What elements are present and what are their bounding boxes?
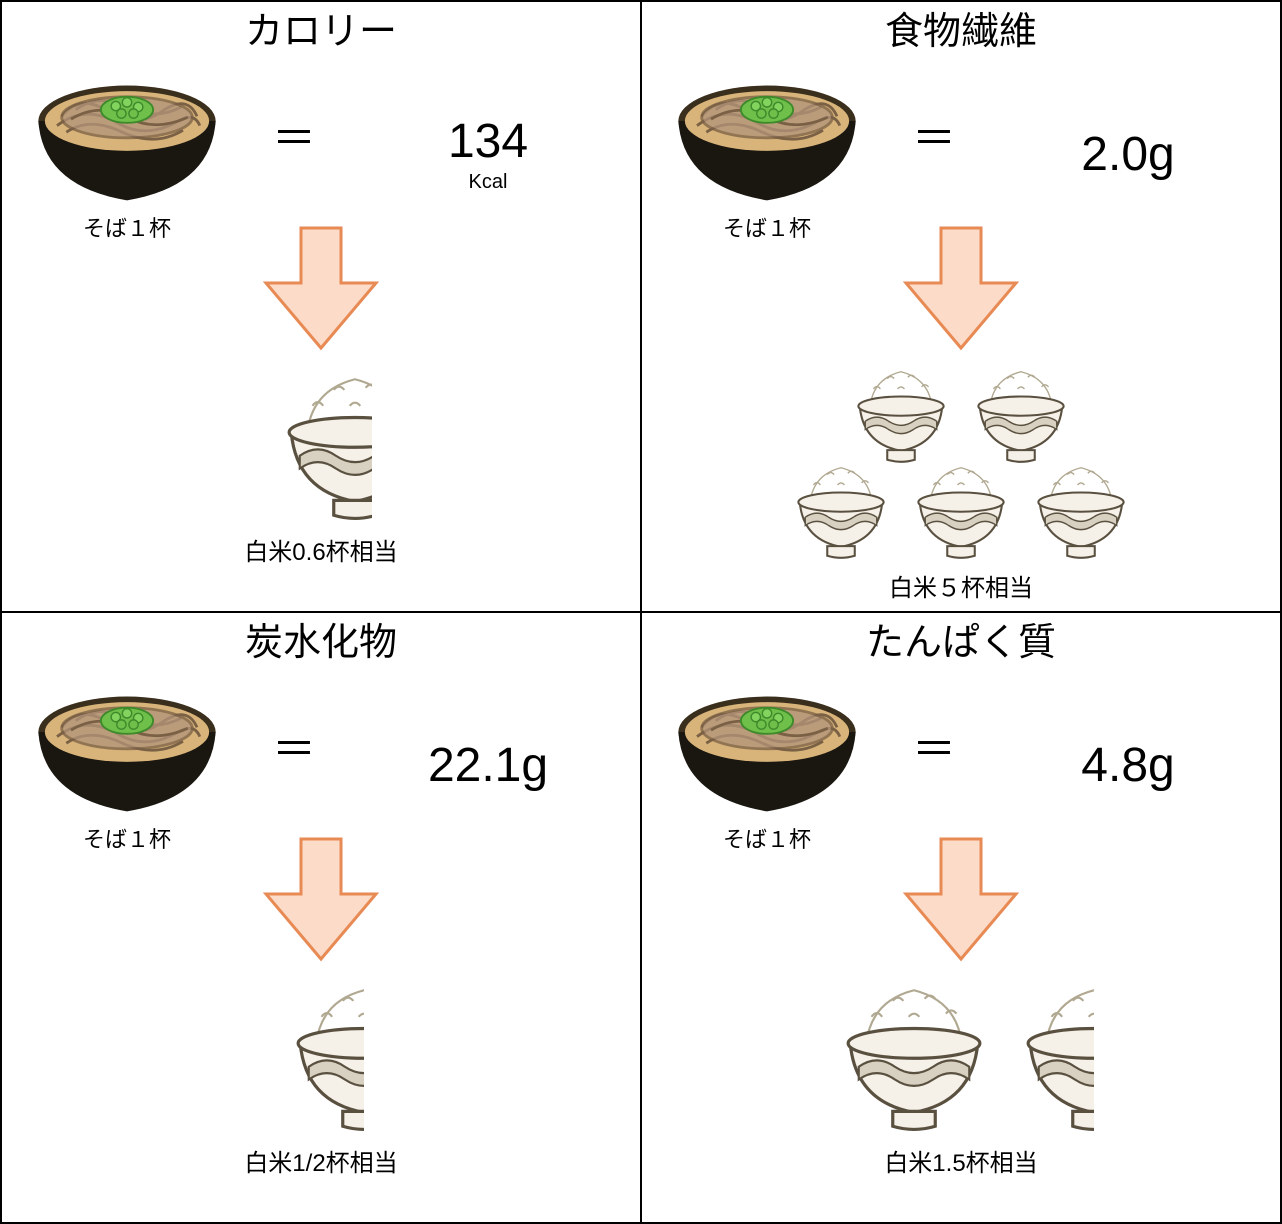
soba-block: そば１杯 bbox=[672, 676, 862, 854]
rice-bowl-icon bbox=[1009, 969, 1094, 1139]
soba-bowl-icon bbox=[672, 65, 862, 205]
value-text: 134 bbox=[448, 114, 528, 169]
panel-calorie: カロリー そば１杯 ＝ 134 Kcal 白米0.6杯相当 bbox=[1, 1, 641, 612]
rice-equiv-area: 白米1.5杯相当 bbox=[642, 969, 1280, 1178]
down-arrow-icon bbox=[901, 223, 1021, 353]
rice-bowl-icon bbox=[270, 358, 372, 528]
panel-title: 食物繊維 bbox=[642, 0, 1280, 55]
rice-equiv-area: 白米５杯相当 bbox=[642, 358, 1280, 603]
rice-equiv-label: 白米1/2杯相当 bbox=[244, 1143, 397, 1178]
rice-bowl-icon bbox=[846, 358, 956, 468]
value-text: 2.0g bbox=[1081, 127, 1174, 182]
value-text: 22.1g bbox=[428, 738, 548, 793]
down-arrow-icon bbox=[261, 223, 381, 353]
soba-block: そば１杯 bbox=[32, 676, 222, 854]
rice-equiv-label: 白米５杯相当 bbox=[889, 568, 1033, 603]
unit-text: Kcal bbox=[469, 171, 508, 194]
rice-bowl-icon bbox=[279, 969, 364, 1139]
soba-bowl-icon bbox=[672, 676, 862, 816]
down-arrow-icon bbox=[901, 834, 1021, 964]
equals-sign: ＝ bbox=[272, 102, 316, 166]
value-text: 4.8g bbox=[1081, 738, 1174, 793]
equals-sign: ＝ bbox=[272, 713, 316, 777]
panel-title: カロリー bbox=[2, 0, 640, 55]
soba-block: そば１杯 bbox=[672, 65, 862, 243]
equals-sign: ＝ bbox=[912, 102, 956, 166]
rice-equiv-label: 白米1.5杯相当 bbox=[884, 1143, 1037, 1178]
panel-carb: 炭水化物 そば１杯 ＝ 22.1g 白米1/2杯相当 bbox=[1, 612, 641, 1223]
soba-bowl-icon bbox=[32, 676, 222, 816]
panel-title: たんぱく質 bbox=[642, 611, 1280, 666]
soba-label: そば１杯 bbox=[83, 822, 171, 854]
panel-fiber: 食物繊維 そば１杯 ＝ 2.0g 白米５杯相当 bbox=[641, 1, 1281, 612]
soba-bowl-icon bbox=[32, 65, 222, 205]
rice-equiv-label: 白米0.6杯相当 bbox=[244, 532, 397, 567]
panel-title: 炭水化物 bbox=[2, 611, 640, 666]
rice-equiv-area: 白米1/2杯相当 bbox=[2, 969, 640, 1178]
rice-bowl-icon bbox=[786, 454, 896, 564]
soba-block: そば１杯 bbox=[32, 65, 222, 243]
panel-protein: たんぱく質 そば１杯 ＝ 4.8g 白米1.5杯相当 bbox=[641, 612, 1281, 1223]
down-arrow-icon bbox=[261, 834, 381, 964]
equals-sign: ＝ bbox=[912, 713, 956, 777]
rice-equiv-area: 白米0.6杯相当 bbox=[2, 358, 640, 567]
rice-bowl-icon bbox=[966, 358, 1076, 468]
soba-label: そば１杯 bbox=[723, 211, 811, 243]
soba-label: そば１杯 bbox=[83, 211, 171, 243]
rice-bowl-icon bbox=[1026, 454, 1136, 564]
infographic-grid: カロリー そば１杯 ＝ 134 Kcal 白米0.6杯相当 食物繊維 bbox=[0, 0, 1282, 1224]
rice-bowl-icon bbox=[906, 454, 1016, 564]
rice-bowl-icon bbox=[829, 969, 999, 1139]
soba-label: そば１杯 bbox=[723, 822, 811, 854]
